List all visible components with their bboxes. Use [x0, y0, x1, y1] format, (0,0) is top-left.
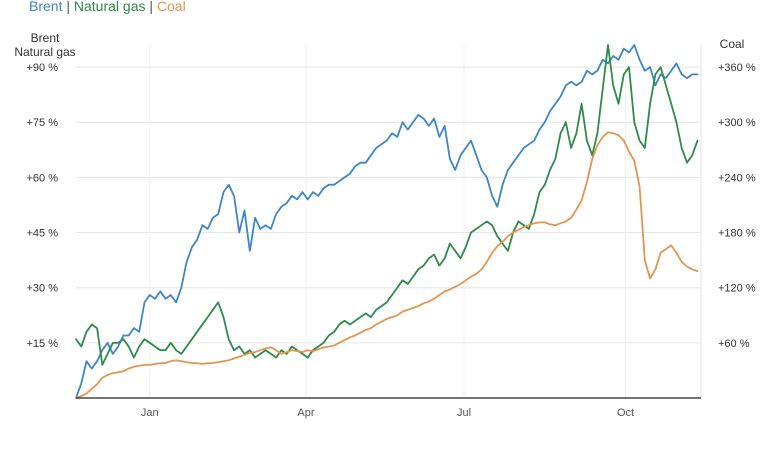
y-right-tick-label: +120 % [718, 283, 756, 295]
left-axis-title-natural-gas: Natural gas [14, 45, 76, 59]
y-left-tick-label: +60 % [27, 172, 59, 184]
axes-layer: +15 % +30 % +45 % +60 % +75 % +90 % +60 % +120 … [27, 62, 756, 419]
x-tick-label: Apr [297, 407, 314, 419]
x-tick-label: Jan [141, 407, 159, 419]
legend-item-brent[interactable]: Brent [29, 0, 63, 14]
legend-separator: | [66, 0, 70, 14]
series-line-brent[interactable] [75, 44, 699, 399]
y-right-tick-label: +300 % [718, 117, 756, 129]
y-left-tick-label: +30 % [27, 283, 59, 295]
y-right-tick-label: +240 % [718, 172, 756, 184]
y-left-tick-label: +15 % [27, 338, 59, 350]
series-line-natural-gas[interactable] [75, 44, 699, 366]
grid [76, 45, 702, 398]
left-axis-title-brent: Brent [30, 31, 60, 45]
series-line-coal[interactable] [75, 131, 699, 399]
y-right-tick-label: +60 % [718, 338, 750, 350]
x-tick-label: Jul [457, 407, 471, 419]
y-left-tick-label: +90 % [27, 62, 59, 74]
legend-item-natural-gas[interactable]: Natural gas [73, 0, 146, 14]
y-right-tick-label: +360 % [718, 62, 756, 74]
y-left-tick-label: +75 % [27, 117, 59, 129]
legend-item-coal[interactable]: Coal [156, 0, 186, 14]
right-axis-title: Coal [719, 37, 745, 51]
legend: Brent | Natural gas | Coal [29, 0, 186, 14]
y-right-tick-label: +180 % [718, 228, 756, 240]
x-tick-label: Oct [617, 407, 634, 419]
left-axis-title: Brent Natural gas [0, 31, 90, 59]
series-layer [75, 44, 699, 399]
legend-separator: | [149, 0, 154, 14]
y-left-tick-label: +45 % [27, 228, 59, 240]
